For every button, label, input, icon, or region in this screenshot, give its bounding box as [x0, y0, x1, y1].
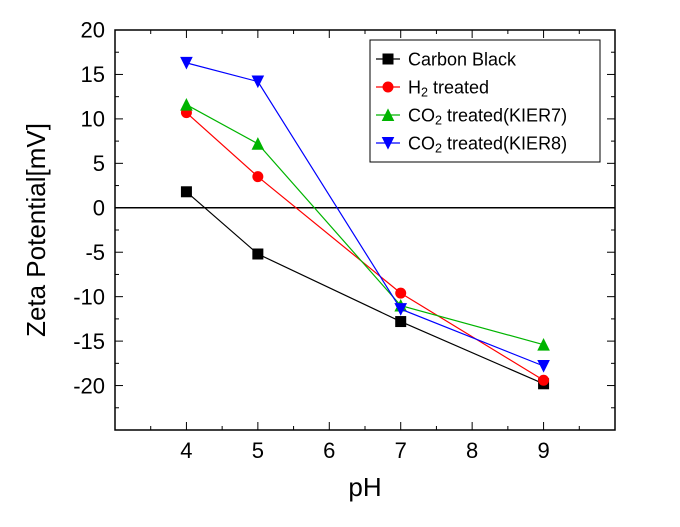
svg-text:Carbon Black: Carbon Black	[408, 49, 517, 69]
svg-text:CO2 treated(KIER8): CO2 treated(KIER8)	[408, 133, 567, 155]
svg-text:5: 5	[93, 151, 105, 176]
svg-text:0: 0	[93, 195, 105, 220]
svg-text:8: 8	[466, 438, 478, 463]
zeta-potential-chart: 4 5 6 7 8 9 -20 -15 -10 -5 0 5 10 15 20 pH Zeta Potentia…	[0, 0, 680, 527]
svg-text:4: 4	[180, 438, 192, 463]
svg-text:-5: -5	[85, 240, 105, 265]
svg-text:7: 7	[395, 438, 407, 463]
svg-text:6: 6	[323, 438, 335, 463]
svg-text:15: 15	[81, 62, 105, 87]
svg-text:-10: -10	[73, 284, 105, 309]
svg-text:pH: pH	[348, 472, 381, 502]
svg-text:10: 10	[81, 107, 105, 132]
svg-text:5: 5	[252, 438, 264, 463]
svg-text:CO2 treated(KIER7): CO2 treated(KIER7)	[408, 105, 567, 127]
svg-text:Zeta Potential[mV]: Zeta Potential[mV]	[21, 123, 51, 337]
svg-text:20: 20	[81, 18, 105, 43]
chart-svg: 4 5 6 7 8 9 -20 -15 -10 -5 0 5 10 15 20 pH Zeta Potentia…	[0, 0, 680, 527]
svg-text:-20: -20	[73, 373, 105, 398]
svg-text:9: 9	[537, 438, 549, 463]
svg-text:H2 treated: H2 treated	[408, 77, 489, 99]
svg-text:-15: -15	[73, 329, 105, 354]
